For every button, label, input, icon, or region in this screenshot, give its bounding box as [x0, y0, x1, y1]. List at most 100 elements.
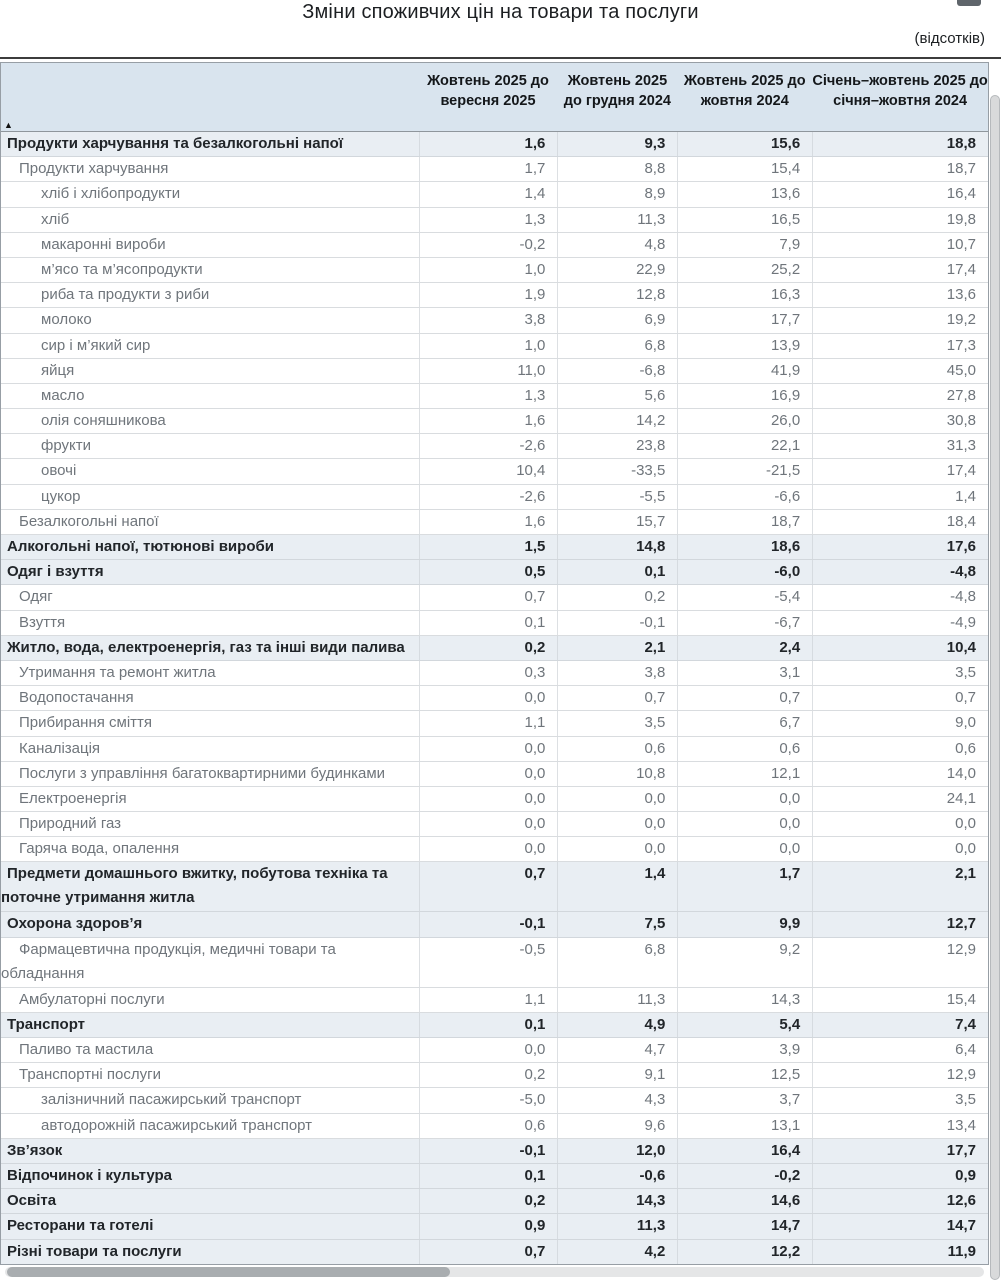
row-value: 12,9 [812, 937, 988, 987]
row-value: 17,7 [812, 1138, 988, 1163]
row-label: Транспорт [7, 1015, 86, 1033]
row-value: 4,9 [557, 1012, 677, 1037]
horizontal-scrollbar-thumb[interactable] [7, 1267, 450, 1277]
header-cell-month-vs-year-ago[interactable]: Жовтень 2025 до жовтня 2024 [683, 73, 806, 109]
row-value: 27,8 [812, 383, 988, 409]
table-row: Освіта 0,2 14,3 14,6 12,6 [1, 1189, 988, 1215]
row-value: 2,1 [812, 862, 988, 912]
table-row: Відпочинок і культура 0,1 -0,6 -0,2 0,9 [1, 1163, 988, 1190]
row-value: 3,1 [677, 660, 812, 686]
row-value: 9,0 [812, 711, 988, 736]
row-value: 11,3 [557, 987, 677, 1012]
row-label: Фармацевтична продукція, медичні товари … [1, 940, 336, 982]
table-row: овочі 10,4 -33,5 -21,5 17,4 [1, 459, 988, 485]
row-value: 12,0 [557, 1138, 677, 1163]
row-value: 4,8 [557, 232, 677, 257]
row-value: 1,1 [418, 987, 558, 1012]
row-value: 14,7 [677, 1214, 812, 1239]
row-value: 18,7 [812, 157, 988, 182]
row-value: -0,2 [418, 232, 558, 257]
row-value: 0,7 [812, 686, 988, 711]
row-value: 18,8 [812, 132, 988, 157]
row-value: 17,7 [677, 308, 812, 333]
row-value: 23,8 [557, 434, 677, 459]
row-label: масло [41, 386, 85, 404]
table-row: Водопостачання 0,0 0,7 0,7 0,7 [1, 686, 988, 712]
row-label: макаронні вироби [41, 235, 166, 253]
row-label: Взуття [19, 613, 66, 631]
table-body: Продукти харчування та безалкогольні нап… [1, 132, 988, 1264]
table-row: Фармацевтична продукція, медичні товари … [1, 937, 988, 988]
row-value: 0,0 [418, 812, 558, 837]
row-value: 12,6 [812, 1189, 988, 1214]
row-value: -0,2 [677, 1163, 812, 1189]
table-row: Житло, вода, електроенергія, газ та інші… [1, 635, 988, 661]
row-value: -4,8 [812, 560, 988, 585]
table-row: Транспортні послуги 0,2 9,1 12,5 12,9 [1, 1063, 988, 1089]
row-value: -0,6 [557, 1163, 677, 1189]
row-value: 0,0 [418, 736, 558, 761]
row-value: 14,3 [677, 987, 812, 1012]
row-label: овочі [41, 462, 77, 480]
row-value: 14,7 [812, 1214, 988, 1239]
row-label: Каналізація [19, 739, 101, 757]
row-value: 1,7 [418, 157, 558, 182]
row-value: 4,7 [557, 1038, 677, 1063]
row-value: 0,1 [557, 560, 677, 585]
row-value: -4,8 [812, 585, 988, 610]
header-cell-category[interactable] [1, 63, 419, 131]
row-value: 3,5 [812, 1088, 988, 1113]
row-value: 0,7 [557, 686, 677, 711]
row-value: 6,7 [677, 711, 812, 736]
header-cell-month-vs-dec[interactable]: Жовтень 2025 до грудня 2024 [563, 73, 671, 109]
row-label: Утримання та ремонт житла [19, 663, 216, 681]
cropped-toolbar-icon[interactable] [957, 0, 981, 6]
row-value: 0,2 [418, 1189, 558, 1214]
row-value: 3,8 [557, 660, 677, 686]
row-value: 14,6 [677, 1189, 812, 1214]
row-value: 16,4 [677, 1138, 812, 1163]
vertical-scrollbar[interactable] [990, 95, 1000, 1280]
row-value: 0,7 [418, 862, 558, 912]
horizontal-scrollbar-track[interactable] [5, 1267, 984, 1277]
table-row: Безалкогольні напої 1,6 15,7 18,7 18,4 [1, 509, 988, 535]
row-value: 15,4 [812, 987, 988, 1012]
row-label: фрукти [41, 437, 91, 455]
row-label: Прибирання сміття [19, 714, 153, 732]
row-value: -6,6 [677, 484, 812, 509]
header-cell-month-vs-prev-month[interactable]: Жовтень 2025 до вересня 2025 [427, 73, 549, 109]
row-value: 8,8 [557, 157, 677, 182]
row-value: 1,6 [418, 132, 558, 157]
row-value: 1,6 [418, 409, 558, 434]
row-value: 0,0 [677, 786, 812, 812]
table-row: Продукти харчування та безалкогольні нап… [1, 132, 988, 158]
row-label: Предмети домашнього вжитку, побутова тех… [1, 865, 388, 907]
row-value: 16,4 [812, 182, 988, 207]
row-value: 1,3 [418, 207, 558, 232]
row-value: 11,0 [418, 358, 558, 383]
row-value: -5,0 [418, 1088, 558, 1113]
row-label: Одяг і взуття [7, 563, 104, 581]
row-value: 1,3 [418, 383, 558, 409]
row-value: 12,2 [677, 1239, 812, 1264]
table-row: фрукти -2,6 23,8 22,1 31,3 [1, 434, 988, 460]
row-value: 0,3 [418, 660, 558, 686]
table-row: Зв’язок -0,1 12,0 16,4 17,7 [1, 1138, 988, 1164]
row-value: 4,3 [557, 1088, 677, 1113]
row-value: 13,6 [812, 283, 988, 308]
row-value: 2,4 [677, 635, 812, 660]
row-value: 13,4 [812, 1113, 988, 1138]
row-value: 0,1 [418, 1012, 558, 1037]
table-row: макаронні вироби -0,2 4,8 7,9 10,7 [1, 232, 988, 258]
table-row: Амбулаторні послуги 1,1 11,3 14,3 15,4 [1, 987, 988, 1013]
sort-ascending-icon[interactable]: ▲ [4, 120, 13, 130]
unit-note: (відсотків) [914, 30, 985, 47]
row-label: Одяг [19, 588, 53, 606]
header-cell-ytd-vs-ytd[interactable]: Січень–жовтень 2025 до січня–жовтня 2024 [812, 73, 988, 109]
row-value: 15,7 [557, 509, 677, 534]
row-value: 0,2 [557, 585, 677, 610]
row-value: 4,2 [557, 1239, 677, 1264]
row-value: -6,7 [677, 610, 812, 635]
row-value: 0,1 [418, 610, 558, 635]
row-label: сир і м’який сир [41, 336, 151, 354]
